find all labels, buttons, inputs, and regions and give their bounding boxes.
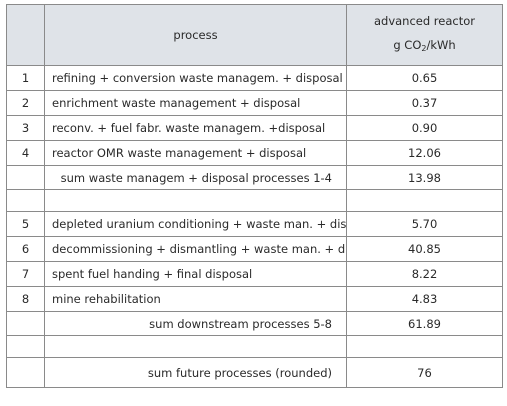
row-number: 5: [6, 211, 45, 237]
header-value-cell: advanced reactor g CO2/kWh: [346, 4, 503, 66]
row-process: spent fuel handing + final disposal: [44, 261, 347, 287]
row-number: 6: [6, 236, 45, 262]
total-row: sum future processes (rounded) 76: [6, 357, 503, 388]
row-value: 5.70: [346, 211, 503, 237]
spacer-cell: [6, 189, 45, 212]
spacer-row: [6, 335, 503, 358]
spacer-row: [6, 189, 503, 212]
table-row: 2 enrichment waste management + disposal…: [6, 90, 503, 116]
row-number: 3: [6, 115, 45, 141]
table-header-row: process advanced reactor g CO2/kWh: [6, 4, 503, 66]
table-row: 3 reconv. + fuel fabr. waste managem. +d…: [6, 115, 503, 141]
sum-row: sum downstream processes 5-8 61.89: [6, 311, 503, 336]
row-number: [6, 165, 45, 190]
row-number: [6, 311, 45, 336]
row-number: 7: [6, 261, 45, 287]
header-process-cell: process: [44, 4, 347, 66]
sum-row: sum waste managem + disposal processes 1…: [6, 165, 503, 190]
row-value: 4.83: [346, 286, 503, 312]
row-number: 8: [6, 286, 45, 312]
emissions-table: process advanced reactor g CO2/kWh 1 ref…: [6, 4, 503, 388]
row-value: 8.22: [346, 261, 503, 287]
row-number: 4: [6, 140, 45, 166]
row-number: 1: [6, 65, 45, 91]
row-process: refining + conversion waste managem. + d…: [44, 65, 347, 91]
row-process: reactor OMR waste management + disposal: [44, 140, 347, 166]
table-row: 7 spent fuel handing + final disposal 8.…: [6, 261, 503, 287]
unit-prefix: g CO: [393, 38, 422, 52]
header-value-title: advanced reactor: [373, 14, 476, 28]
header-num-cell: [6, 4, 45, 66]
row-process: depleted uranium conditioning + waste ma…: [44, 211, 347, 237]
sum-label: sum waste managem + disposal processes 1…: [44, 165, 347, 190]
unit-suffix: /kWh: [426, 38, 456, 52]
table-row: 1 refining + conversion waste managem. +…: [6, 65, 503, 91]
row-value: 0.90: [346, 115, 503, 141]
row-number: [6, 357, 45, 388]
sum-value: 13.98: [346, 165, 503, 190]
sum-label: sum downstream processes 5-8: [44, 311, 347, 336]
row-value: 0.65: [346, 65, 503, 91]
row-value: 12.06: [346, 140, 503, 166]
table-row: 8 mine rehabilitation 4.83: [6, 286, 503, 312]
row-number: 2: [6, 90, 45, 116]
table-row: 4 reactor OMR waste management + disposa…: [6, 140, 503, 166]
spacer-cell: [346, 335, 503, 358]
spacer-cell: [346, 189, 503, 212]
table-row: 5 depleted uranium conditioning + waste …: [6, 211, 503, 237]
row-process: enrichment waste management + disposal: [44, 90, 347, 116]
spacer-cell: [44, 335, 347, 358]
spacer-cell: [44, 189, 347, 212]
header-value-unit: g CO2/kWh: [353, 33, 496, 61]
row-process: mine rehabilitation: [44, 286, 347, 312]
total-value: 76: [346, 357, 503, 388]
sum-value: 61.89: [346, 311, 503, 336]
row-value: 0.37: [346, 90, 503, 116]
total-label: sum future processes (rounded): [44, 357, 347, 388]
row-value: 40.85: [346, 236, 503, 262]
row-process: reconv. + fuel fabr. waste managem. +dis…: [44, 115, 347, 141]
spacer-cell: [6, 335, 45, 358]
unit-subscript: 2: [421, 44, 427, 53]
row-process: decommissioning + dismantling + waste ma…: [44, 236, 347, 262]
table-row: 6 decommissioning + dismantling + waste …: [6, 236, 503, 262]
